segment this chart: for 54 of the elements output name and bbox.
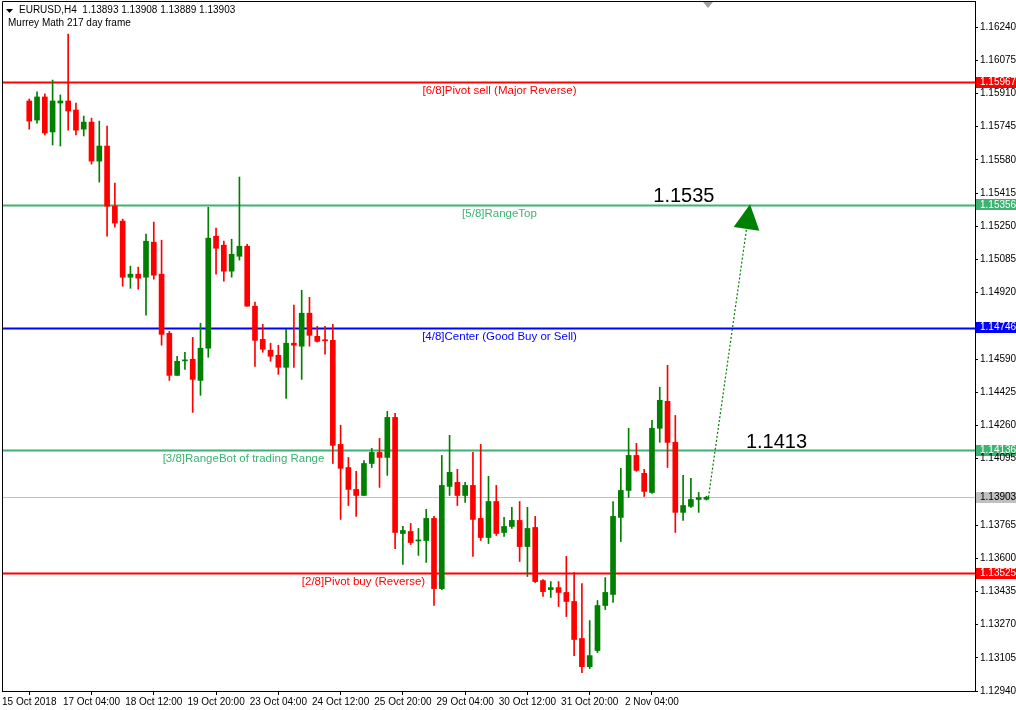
y-tick-label: 1.14920 [980, 286, 1016, 298]
y-tick-label: 1.15967 [980, 75, 1016, 87]
candlestick [135, 266, 142, 290]
candlestick [400, 526, 406, 565]
candlestick [322, 325, 328, 355]
candlestick [477, 444, 484, 541]
x-tick-label: 31 Oct 20:00 [561, 695, 619, 707]
y-tick-label: 1.15415 [980, 186, 1016, 198]
x-tick-label: 29 Oct 04:00 [436, 695, 495, 707]
x-tick-label: 25 Oct 20:00 [374, 695, 432, 707]
candlestick [353, 471, 359, 517]
candlestick [547, 581, 554, 598]
annotation: 1.1413 [745, 429, 808, 452]
y-tick-label: 1.13435 [980, 585, 1016, 597]
text: Murrey Math 217 day frame [8, 17, 131, 29]
candlestick [291, 304, 297, 368]
x-tick-label: 2 Nov 04:00 [625, 695, 680, 707]
x-tick-label: 24 Oct 12:00 [311, 695, 370, 707]
y-tick-label: 1.15085 [980, 253, 1016, 265]
y-tick-label: 1.15745 [980, 120, 1016, 132]
y-tick-label: 1.13525 [980, 567, 1016, 579]
annotation: 1.1535 [653, 184, 715, 207]
y-tick-label: 1.16075 [980, 54, 1016, 66]
x-tick-label: 19 Oct 20:00 [187, 695, 246, 707]
y-tick-label: 1.14260 [980, 419, 1016, 431]
candlestick [586, 620, 593, 669]
y-tick-label: 1.13270 [980, 618, 1016, 630]
ref-line-label: [2/8]Pivot buy (Reverse) [301, 575, 426, 588]
y-tick-label: 1.12940 [980, 684, 1016, 696]
candlestick [680, 475, 686, 521]
candlestick [96, 120, 103, 183]
ref-line-label: [3/8]RangeBot of trading Range [162, 452, 325, 465]
y-tick-label: 1.13903 [980, 491, 1016, 503]
y-tick-label: 1.15250 [980, 220, 1016, 232]
y-tick-label: 1.15910 [980, 87, 1016, 99]
y-tick-label: 1.13765 [980, 518, 1016, 530]
y-tick-label: 1.15580 [980, 153, 1016, 165]
y-tick-label: 1.14590 [980, 352, 1016, 364]
x-tick-label: 18 Oct 12:00 [125, 695, 183, 707]
x-tick-label: 15 Oct 2018 [2, 695, 57, 707]
ref-line-label: [6/8]Pivot sell (Major Reverse) [422, 84, 577, 97]
y-tick-label: 1.14746 [980, 321, 1016, 333]
y-tick-label: 1.13600 [980, 551, 1016, 563]
x-tick-label: 23 Oct 04:00 [249, 695, 308, 707]
candlestick [688, 478, 694, 508]
ref-line-label: [4/8]Center (Good Buy or Sell) [422, 330, 578, 343]
y-tick-label: 1.16240 [980, 20, 1016, 32]
y-tick-label: 1.13105 [980, 651, 1016, 663]
chart-title: EURUSD,H4 1.13893 1.13908 1.13889 1.13903 [19, 4, 236, 16]
x-tick-label: 30 Oct 12:00 [498, 695, 557, 707]
y-tick-label: 1.14425 [980, 386, 1016, 398]
x-tick-label: 17 Oct 04:00 [62, 695, 121, 707]
y-tick-label: 1.15356 [980, 198, 1016, 210]
ref-line-label: [5/8]RangeTop [462, 207, 537, 220]
